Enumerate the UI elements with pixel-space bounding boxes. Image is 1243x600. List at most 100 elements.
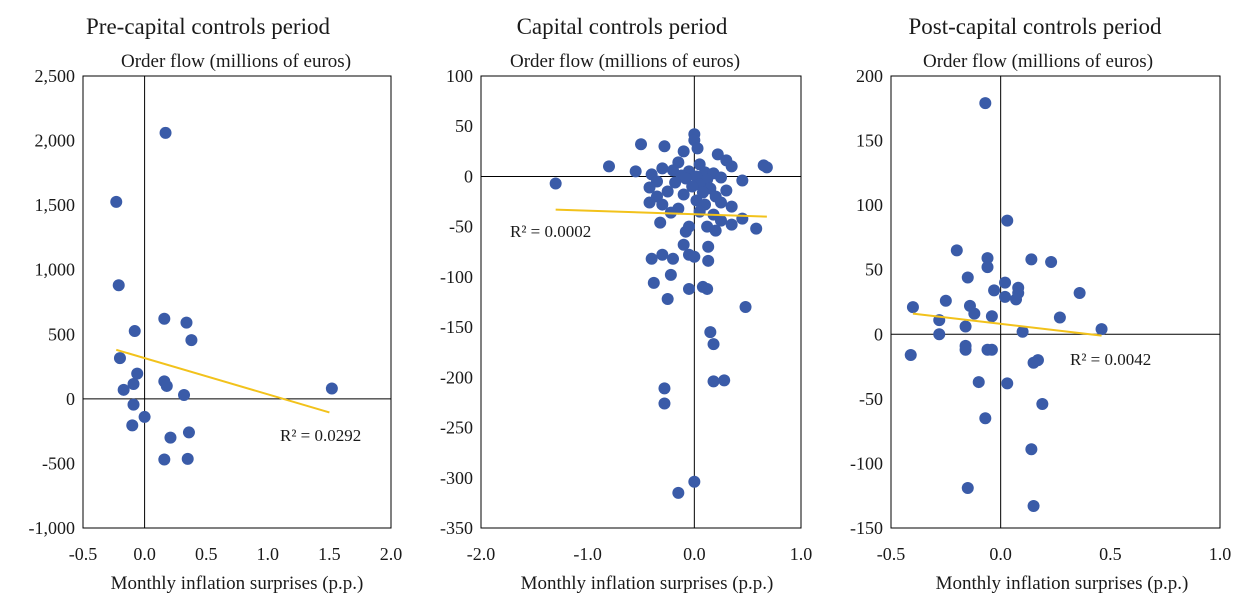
y-axis-label: Order flow (millions of euros) <box>923 51 1153 72</box>
data-point <box>679 225 692 238</box>
plot-frame <box>480 75 802 529</box>
data-point <box>661 292 674 305</box>
data-point <box>702 254 715 267</box>
data-point <box>725 200 738 213</box>
data-point <box>661 185 674 198</box>
data-point <box>117 383 130 396</box>
data-point <box>181 452 194 465</box>
data-point <box>725 160 738 173</box>
data-point <box>549 177 562 190</box>
data-point <box>904 348 917 361</box>
data-point <box>950 244 963 257</box>
x-tick-label: 1.0 <box>257 544 280 564</box>
data-point <box>968 307 981 320</box>
plot-marks: -350 -300 -250 -200 -150 -100 -50 0 50 100 -2.0 -1.… <box>440 66 812 564</box>
data-point <box>720 184 733 197</box>
data-point <box>688 250 701 263</box>
data-point <box>654 216 667 229</box>
data-point <box>647 276 660 289</box>
x-tick-label: 2.0 <box>380 544 403 564</box>
plot-marks: -1,000 -500 0 500 1,000 1,500 2,000 2,500 -0.5 0.… <box>29 66 403 564</box>
data-point <box>725 218 738 231</box>
y-tick-label: -50 <box>859 389 883 409</box>
y-tick-label: -150 <box>850 518 883 538</box>
data-point <box>709 224 722 237</box>
data-point <box>603 160 615 173</box>
plot-frame <box>890 75 1221 529</box>
r-squared-label: R² = 0.0002 <box>510 222 591 241</box>
y-tick-label: -1,000 <box>29 518 76 538</box>
data-point <box>658 397 671 410</box>
y-axis-label: Order flow (millions of euros) <box>510 51 740 72</box>
data-point <box>158 453 171 466</box>
data-point <box>985 310 998 323</box>
trend-line <box>555 208 767 218</box>
y-tick-label: 0 <box>66 389 75 409</box>
data-point <box>736 174 749 187</box>
y-tick-label: 100 <box>446 66 473 86</box>
data-point <box>701 282 714 295</box>
data-point <box>972 376 985 389</box>
x-tick-label: 0.0 <box>133 544 156 564</box>
data-point <box>688 475 701 488</box>
data-point <box>112 279 125 292</box>
data-point <box>138 410 151 423</box>
data-point <box>707 338 720 351</box>
data-point <box>128 325 141 338</box>
x-tick-label: 1.0 <box>1209 544 1232 564</box>
data-point <box>159 126 172 139</box>
data-point <box>1027 500 1040 513</box>
data-point <box>185 334 198 347</box>
data-point <box>127 398 140 411</box>
data-point <box>1073 286 1086 299</box>
data-point <box>164 431 177 444</box>
data-point <box>693 205 706 218</box>
data-point <box>985 343 998 356</box>
data-point <box>325 382 338 395</box>
y-tick-label: 150 <box>856 131 883 151</box>
data-point <box>1010 293 1023 306</box>
data-point <box>110 195 123 208</box>
data-point <box>664 268 677 281</box>
x-tick-label: 0.0 <box>683 544 706 564</box>
data-point <box>939 294 952 307</box>
data-point <box>999 290 1012 303</box>
data-point <box>691 142 704 155</box>
r-squared-label: R² = 0.0042 <box>1070 350 1151 369</box>
data-point <box>677 188 690 201</box>
data-point <box>1001 214 1014 227</box>
data-point <box>667 252 679 265</box>
data-point <box>658 140 671 153</box>
data-point <box>736 212 749 225</box>
data-point <box>182 426 195 439</box>
y-tick-label: -100 <box>850 453 883 473</box>
y-tick-label: 2,000 <box>35 131 76 151</box>
y-tick-label: -500 <box>42 453 75 473</box>
data-point <box>988 284 1001 297</box>
data-point <box>672 486 685 499</box>
y-tick-label: -350 <box>440 518 473 538</box>
data-point <box>711 148 724 161</box>
data-point <box>1016 325 1029 338</box>
x-axis-label: Monthly inflation surprises (p.p.) <box>111 573 364 594</box>
panel-capital-controls: Capital controls period Order flow (mill… <box>440 14 812 594</box>
plot-marks: -150 -100 -50 0 50 100 150 200 -0.5 0.0 0.5 1.0 <box>850 66 1231 564</box>
panel-post-capital-controls: Post-capital controls period Order flow … <box>850 14 1231 594</box>
data-point <box>643 196 656 209</box>
data-point <box>707 375 720 388</box>
data-point <box>658 382 671 395</box>
data-point <box>1027 356 1040 369</box>
data-point <box>669 176 682 189</box>
data-point <box>656 248 669 261</box>
data-point <box>679 172 692 185</box>
trend-line <box>115 348 330 414</box>
data-point <box>760 161 773 174</box>
trend-line <box>912 312 1102 337</box>
x-tick-label: 1.0 <box>790 544 813 564</box>
data-point <box>158 312 171 325</box>
data-point <box>1001 377 1014 390</box>
data-point <box>999 276 1012 289</box>
data-point <box>715 196 727 209</box>
data-point <box>959 320 972 333</box>
